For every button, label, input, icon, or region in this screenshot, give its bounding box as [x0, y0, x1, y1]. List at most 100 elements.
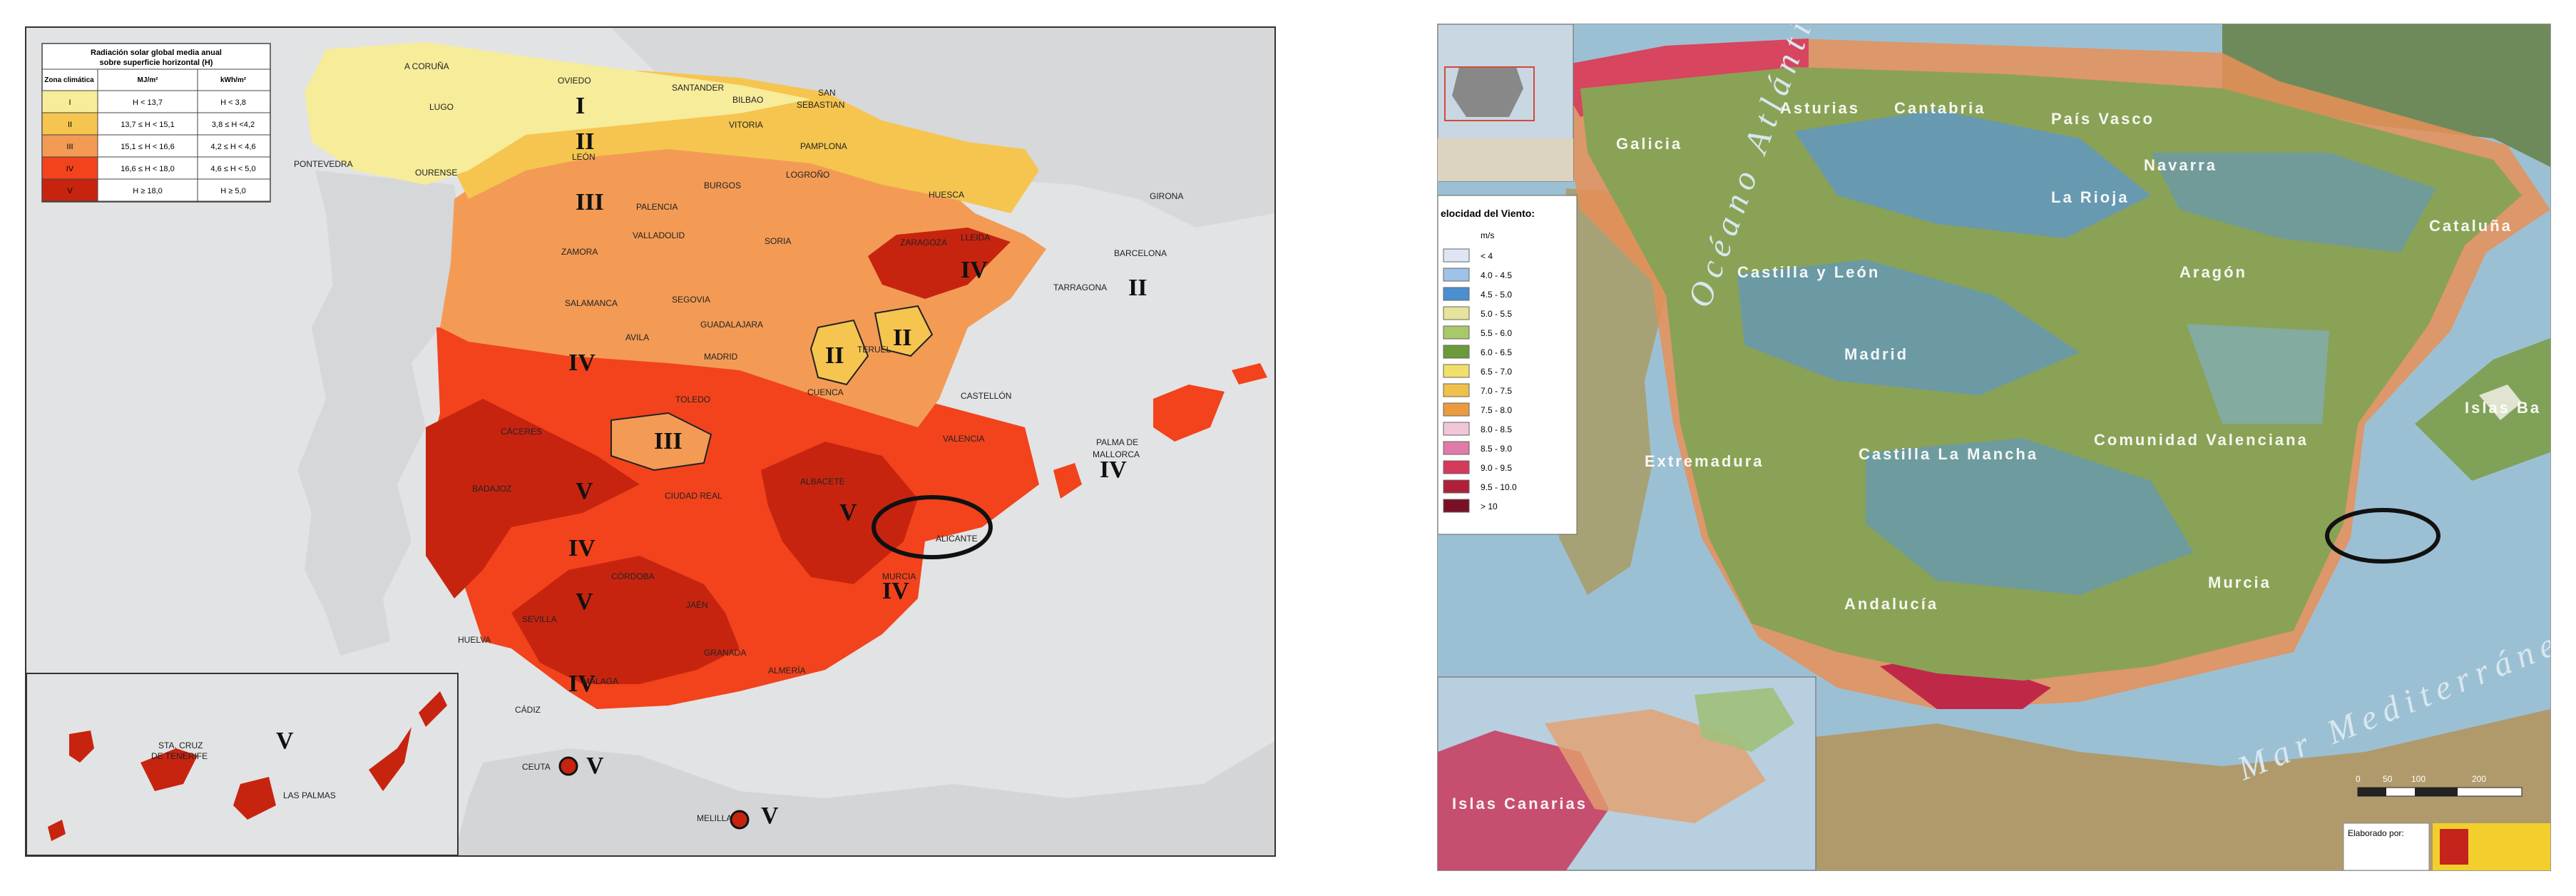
wind-label-5: 5.5 - 6.0	[1481, 328, 1512, 338]
legend-zone-4: IV	[66, 165, 74, 173]
wind-label-9: 7.5 - 8.0	[1481, 405, 1512, 415]
solar-legend: Radiación solar global media anual sobre…	[41, 43, 271, 203]
wind-swatch-3	[1443, 287, 1470, 301]
city-ciudad-real: CIUDAD REAL	[665, 491, 722, 501]
wind-label-6: 6.0 - 6.5	[1481, 347, 1512, 357]
city-santander: SANTANDER	[672, 83, 724, 93]
city-barcelona: BARCELONA	[1114, 248, 1167, 258]
city-almeria: ALMERÍA	[768, 665, 806, 676]
solar-radiation-map: Radiación solar global media anual sobre…	[25, 26, 1276, 857]
city-cordoba: CÓRDOBA	[611, 571, 655, 581]
region-castilla-mancha: Castilla La Mancha	[1859, 445, 2038, 463]
city-huelva: HUELVA	[458, 635, 491, 645]
legend-zone-1: I	[68, 98, 71, 107]
region-islas-canarias: Islas Canarias	[1452, 795, 1588, 813]
city-labels: A CORUÑA OVIEDO SANTANDER BILBAO SAN SEB…	[151, 61, 1183, 823]
baleares-halo	[2415, 338, 2550, 481]
legend-title-1: Radiación solar global media anual	[91, 49, 222, 57]
locator-africa	[1438, 138, 1573, 181]
legend-zone-5: V	[67, 187, 73, 195]
wind-swatch-5	[1443, 325, 1470, 340]
wind-patch-5	[2187, 324, 2329, 424]
zone-label-v-albacete: V	[839, 499, 857, 526]
region-asturias: Asturias	[1780, 99, 1860, 117]
wind-label-7: 6.5 - 7.0	[1481, 367, 1512, 377]
city-sevilla: SEVILLA	[522, 614, 557, 624]
wind-label-2: 4.0 - 4.5	[1481, 270, 1512, 280]
city-lugo: LUGO	[429, 102, 454, 112]
wind-patch-3	[1866, 438, 2194, 595]
canary-island-4	[369, 727, 412, 791]
ceuta-marker	[558, 756, 578, 776]
region-aragon: Aragón	[2179, 263, 2247, 281]
zone-label-ii-east: II	[1128, 275, 1147, 301]
legend-header-kwh: kWh/m²	[220, 76, 247, 84]
city-valencia: VALENCIA	[943, 434, 984, 444]
zone-label-iv-murcia: IV	[882, 578, 909, 604]
city-vitoria: VITORIA	[729, 120, 763, 130]
wind-swatch-1	[1443, 248, 1470, 263]
france-land	[611, 28, 1274, 228]
alicante-highlight-ellipse	[2325, 508, 2440, 564]
city-ceuta: CEUTA	[522, 762, 551, 772]
city-salamanca: SALAMANCA	[565, 298, 618, 308]
spain-coat-of-arms-icon	[2440, 829, 2468, 865]
zone-label-v-ceuta: V	[586, 753, 604, 779]
city-cuenca: CUENCA	[807, 387, 844, 397]
wind-label-13: 9.5 - 10.0	[1481, 482, 1517, 492]
scale-tick-0: 0	[2356, 774, 2361, 784]
city-girona: GIRONA	[1150, 191, 1183, 201]
city-pontevedra: PONTEVEDRA	[294, 159, 353, 169]
region-labels: Asturias Cantabria País Vasco Galicia Na…	[1616, 99, 2541, 613]
wind-label-1: < 4	[1481, 251, 1493, 261]
legend-mj-4: 16,6 ≤ H < 18,0	[121, 165, 174, 173]
city-tarragona: TARRAGONA	[1053, 282, 1107, 292]
legend-kwh-2: 3,8 ≤ H <4,2	[212, 121, 255, 129]
wind-swatch-7	[1443, 364, 1470, 378]
city-madrid: MADRID	[704, 352, 738, 362]
alicante-highlight-ellipse	[872, 495, 993, 559]
city-melilla: MELILLA	[697, 813, 732, 823]
mallorca	[2479, 385, 2522, 420]
legend-mj-1: H < 13,7	[133, 98, 163, 107]
solar-map-svg: Radiación solar global media anual sobre…	[26, 28, 1274, 855]
legend-kwh-4: 4,6 ≤ H < 5,0	[210, 165, 255, 173]
wind-swatch-10	[1443, 422, 1470, 436]
city-avila: AVILA	[625, 332, 649, 342]
wind-label-11: 8.5 - 9.0	[1481, 444, 1512, 454]
canary-island-6	[48, 820, 66, 841]
mallorca	[1153, 385, 1225, 442]
region-cataluna: Cataluña	[2429, 217, 2513, 235]
city-cadiz: CÁDIZ	[515, 704, 541, 715]
wind-speed-map: elocidad del Viento: m/s < 4 4.0 - 4.5 4.5…	[1437, 24, 2551, 871]
menorca	[1232, 363, 1267, 385]
legend-kwh-1: H < 3,8	[220, 98, 246, 107]
zone-iii-area	[440, 142, 1046, 427]
region-galicia: Galicia	[1616, 135, 1682, 153]
zone-label-v-badajoz: V	[576, 478, 593, 504]
wind-swatch-6	[1443, 345, 1470, 359]
wind-swatch-12	[1443, 460, 1470, 474]
zone-label-iii-north: III	[576, 189, 604, 215]
scale-tick-200: 200	[2472, 774, 2486, 784]
legend-header-mj: MJ/m²	[138, 76, 159, 84]
city-las-palmas: LAS PALMAS	[283, 790, 336, 800]
zone-ii-island-2	[874, 305, 934, 357]
wind-swatch-13	[1443, 479, 1470, 494]
wind-label-8: 7.0 - 7.5	[1481, 386, 1512, 396]
city-soria: SORIA	[765, 236, 791, 246]
region-islas-baleares: Islas Ba	[2465, 399, 2541, 417]
region-madrid: Madrid	[1844, 345, 1908, 363]
canary-island-2	[140, 748, 198, 791]
wind-map-svg: elocidad del Viento: m/s < 4 4.0 - 4.5 4.5…	[1438, 24, 2550, 870]
zone-label-iv-centre: IV	[568, 350, 596, 376]
region-castilla-leon: Castilla y León	[1737, 263, 1880, 281]
wind-swatch-2	[1443, 268, 1470, 282]
city-toledo: TOLEDO	[675, 394, 710, 404]
zone-label-iv-baleares: IV	[1100, 457, 1127, 483]
zone-label-iv-malaga: IV	[568, 671, 596, 697]
legend-zone-3: III	[66, 143, 73, 151]
melilla-marker	[730, 810, 750, 830]
legend-kwh-5: H ≥ 5,0	[220, 187, 245, 195]
city-san-sebastian-2: SEBASTIAN	[797, 100, 844, 110]
